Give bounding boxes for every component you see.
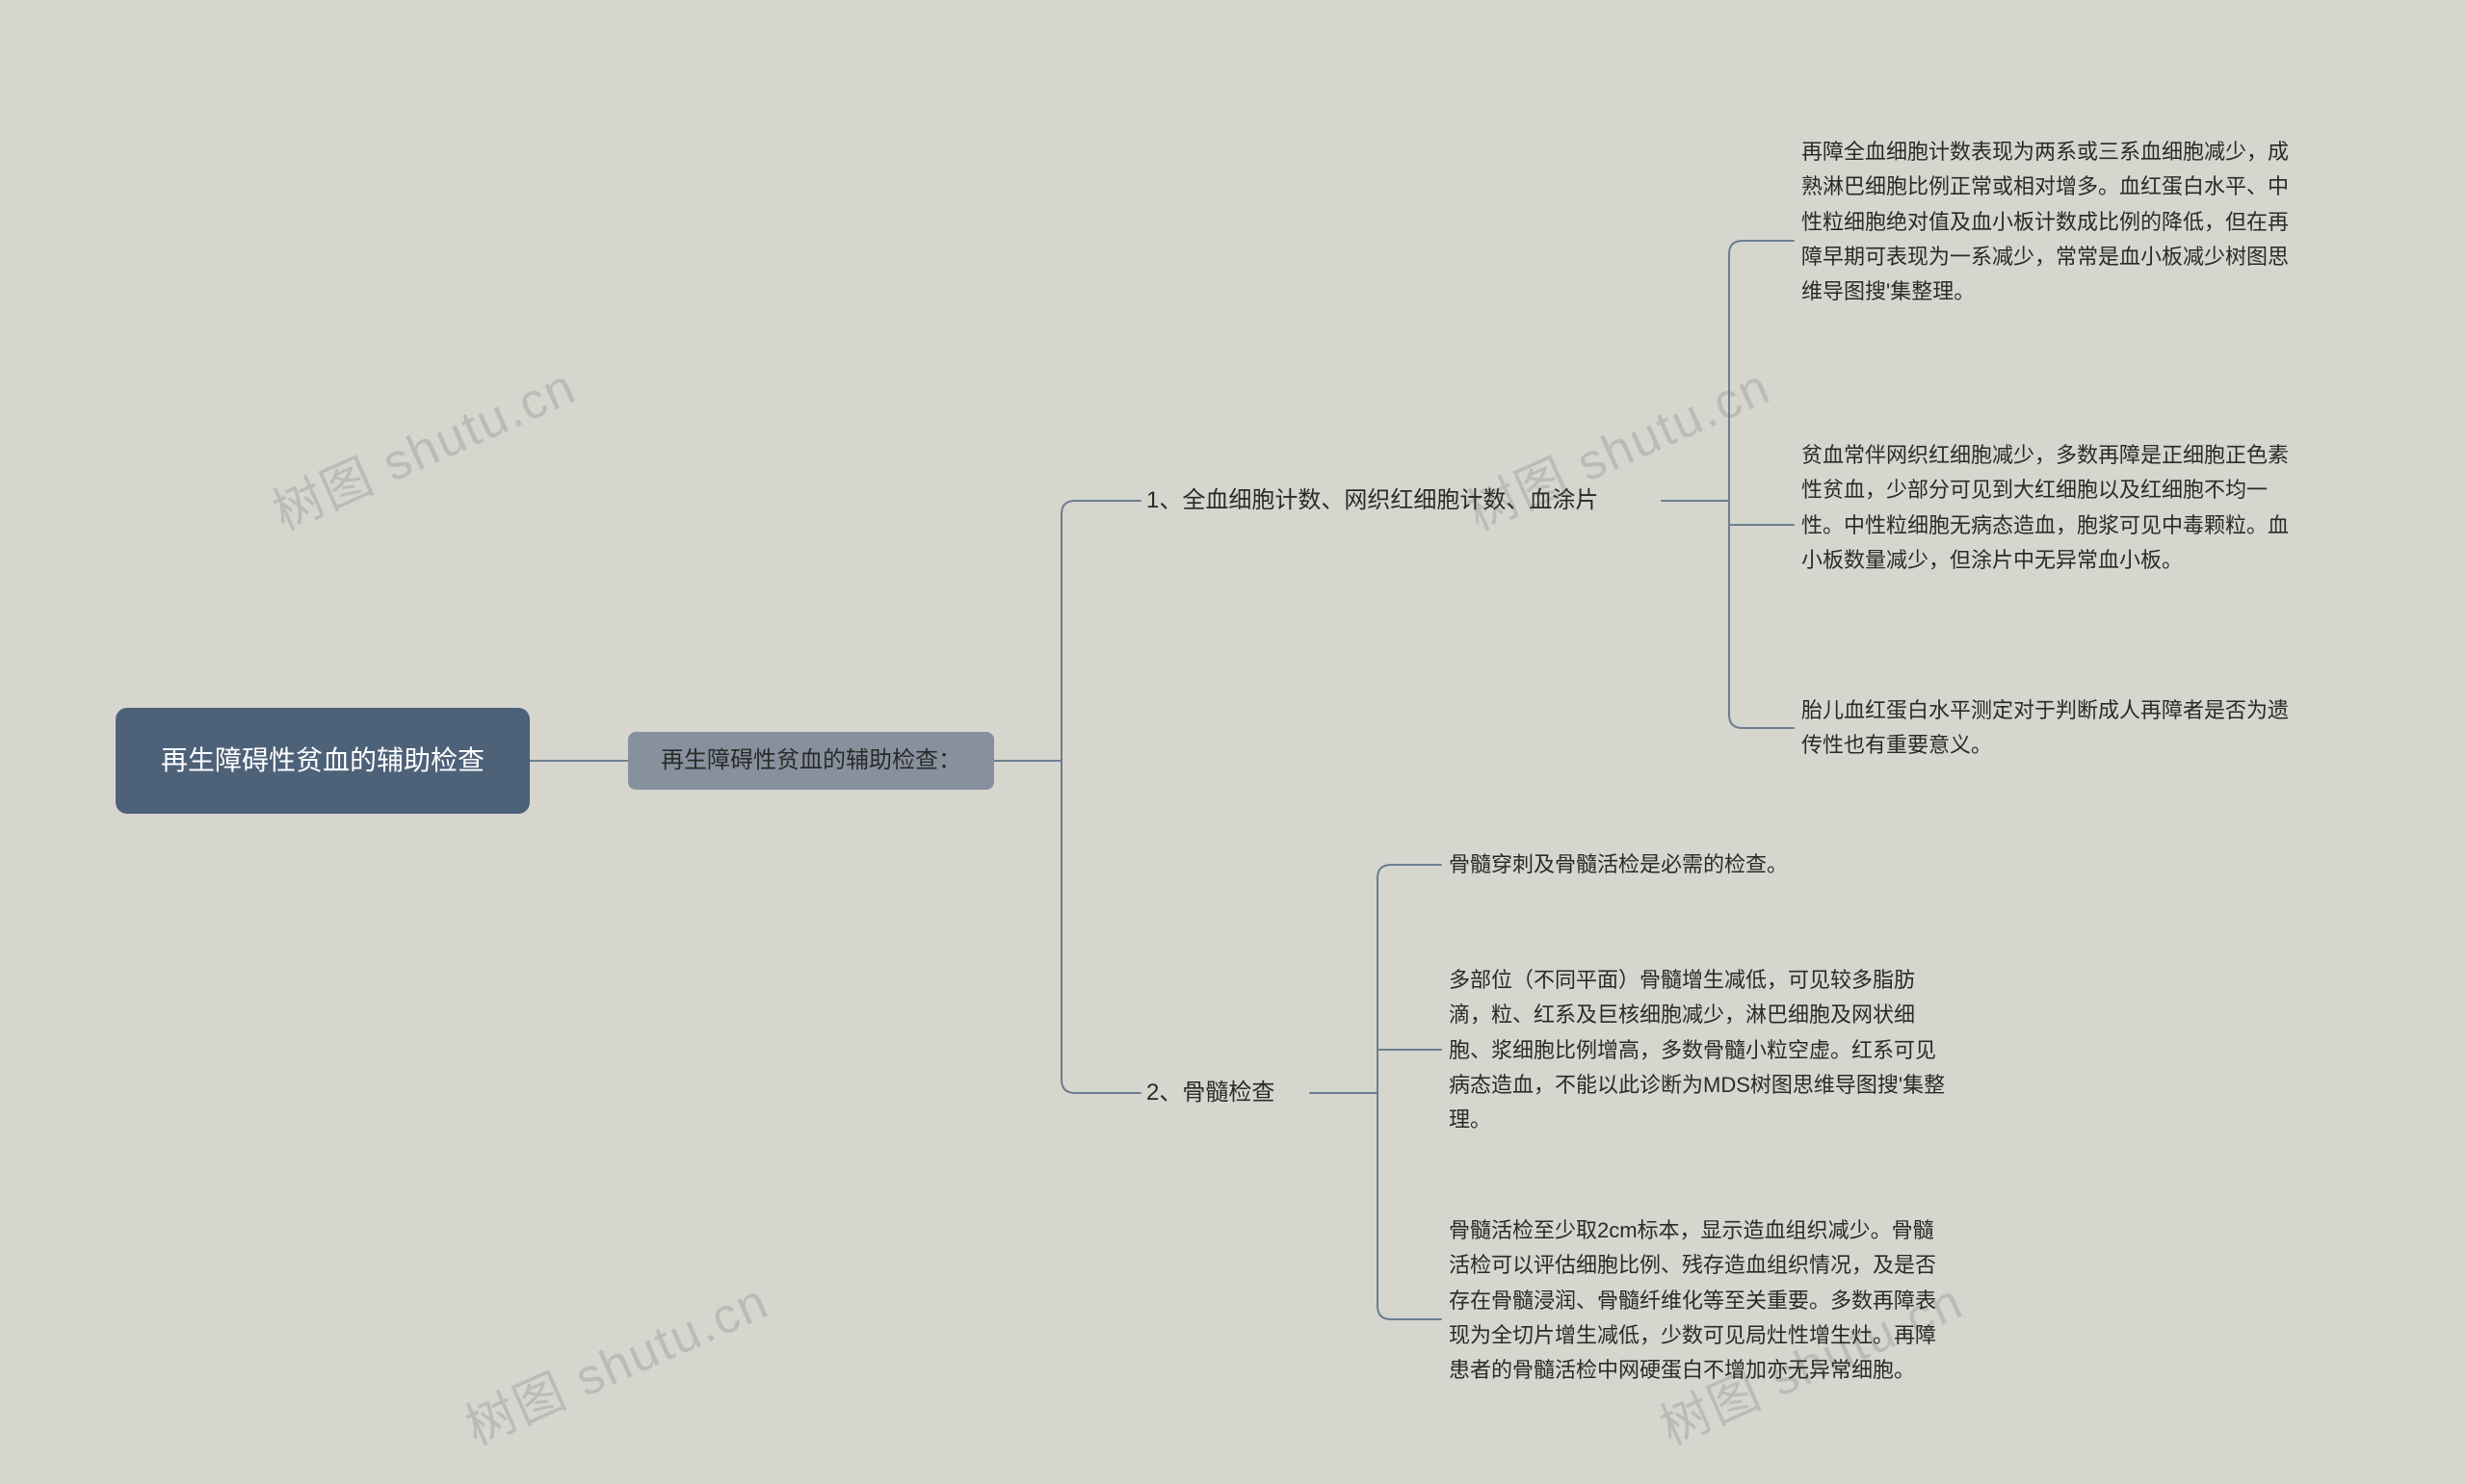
watermark: 树图 shutu.cn (452, 1261, 777, 1459)
leaf-b-0: 骨髓穿刺及骨髓活检是必需的检查。 (1449, 847, 1950, 882)
root-node: 再生障碍性贫血的辅助检查 (116, 708, 530, 814)
level2-node-0: 1、全血细胞计数、网织红细胞计数、血涂片 (1146, 482, 1662, 520)
leaf-a-0: 再障全血细胞计数表现为两系或三系血细胞减少，成熟淋巴细胞比例正常或相对增多。血红… (1801, 135, 2302, 309)
mindmap-canvas: 树图 shutu.cn树图 shutu.cn树图 shutu.cn树图 shut… (0, 0, 2466, 1484)
level2-node-1: 2、骨髓检查 (1146, 1074, 1310, 1112)
leaf-a-2: 胎儿血红蛋白水平测定对于判断成人再障者是否为遗传性也有重要意义。 (1801, 693, 2302, 764)
leaf-a-1: 贫血常伴网织红细胞减少，多数再障是正细胞正色素性贫血，少部分可见到大红细胞以及红… (1801, 438, 2302, 578)
leaf-b-2: 骨髓活检至少取2cm标本，显示造血组织减少。骨髓活检可以评估细胞比例、残存造血组… (1449, 1213, 1950, 1388)
level1-node-label: 再生障碍性贫血的辅助检查： (661, 743, 961, 778)
leaf-b-1: 多部位（不同平面）骨髓增生减低，可见较多脂肪滴，粒、红系及巨核细胞减少，淋巴细胞… (1449, 963, 1950, 1137)
root-node-label: 再生障碍性贫血的辅助检查 (161, 741, 485, 781)
watermark: 树图 shutu.cn (259, 346, 585, 544)
level1-node: 再生障碍性贫血的辅助检查： (628, 732, 994, 790)
